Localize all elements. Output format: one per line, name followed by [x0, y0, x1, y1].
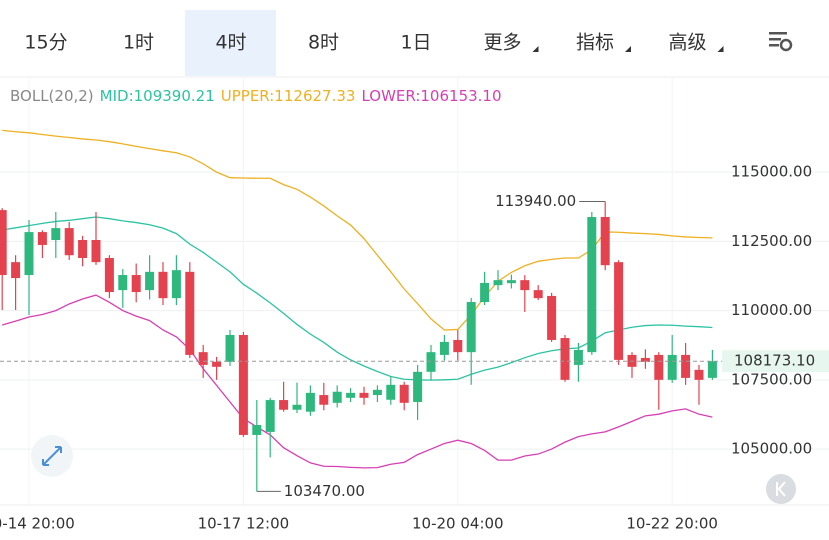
candle-body [37, 232, 47, 245]
icon-bar [769, 32, 787, 35]
candle-body [386, 384, 396, 400]
candle-body [292, 404, 302, 410]
tab[interactable]: 高级 [668, 32, 706, 54]
candle-body [399, 384, 409, 403]
tab[interactable]: 15分 [24, 32, 67, 54]
x-tick-label: 10-22 20:00 [626, 515, 718, 533]
tab-bar [0, 0, 829, 76]
candle-body [171, 270, 181, 299]
x-tick-label: 10-17 12:00 [198, 515, 290, 533]
candle-body [640, 357, 650, 362]
candle-body [104, 257, 114, 293]
candle-body [185, 271, 195, 355]
y-tick-label: 107500.00 [731, 370, 812, 388]
tab-selected-bg [185, 10, 276, 76]
tab[interactable]: 1时 [123, 32, 154, 54]
candle-body [466, 302, 476, 353]
candle-body [547, 295, 557, 340]
candle-body [707, 361, 717, 378]
button-bg [766, 474, 796, 504]
dropdown-caret [625, 46, 631, 52]
tab[interactable]: 8时 [308, 32, 339, 54]
candle-body [131, 275, 141, 293]
candle-body [11, 262, 21, 279]
tab[interactable]: 更多 [483, 32, 521, 54]
candle-body [279, 400, 289, 410]
candle-body [533, 290, 543, 299]
k-icon [776, 481, 786, 497]
candle-body [614, 262, 624, 360]
candle-body [198, 352, 208, 365]
annotation-label: 103470.00 [284, 482, 365, 500]
boll-line [2, 294, 713, 469]
icon-bar [769, 44, 779, 47]
candle-body [560, 338, 570, 380]
candle-body [158, 271, 168, 299]
y-tick-label: 110000.00 [731, 301, 812, 319]
candle-body [78, 239, 88, 258]
icon-gear [779, 38, 793, 52]
tool-icon[interactable] [769, 32, 793, 52]
candle-body [372, 389, 382, 396]
candle-body [573, 349, 583, 365]
candle-body [0, 210, 7, 276]
candle-body [439, 341, 449, 355]
candle-body [24, 232, 34, 276]
candle-body [413, 371, 423, 402]
tab[interactable]: 4时 [215, 32, 246, 54]
annotation-label: 113940.00 [495, 192, 576, 210]
dropdown-caret [532, 46, 539, 52]
candle-body [694, 369, 704, 380]
candle-body [225, 334, 235, 362]
candle-body [51, 228, 61, 240]
last-price-label: 108173.10 [734, 352, 815, 370]
legend-item: MID:109390.21 [100, 87, 215, 105]
expand-button[interactable] [31, 435, 73, 477]
candle-body [359, 392, 369, 398]
candle-body [145, 271, 155, 291]
candle-body [265, 400, 275, 432]
y-tick-label: 112500.00 [731, 232, 812, 250]
candle-body [319, 395, 329, 405]
candle-body [506, 280, 516, 284]
reset-button[interactable] [766, 474, 796, 504]
candle-body [252, 424, 262, 435]
candle-body [426, 352, 436, 372]
indicator-legend: BOLL(20,2) MID:109390.21 UPPER:112627.33 LO… [10, 87, 502, 105]
candle-body [654, 354, 664, 380]
candle-body [238, 334, 248, 435]
candle-body [305, 392, 315, 412]
tab[interactable]: 指标 [576, 32, 614, 54]
x-tick-label: 10-14 20:00 [0, 515, 75, 533]
legend-item: LOWER:106153.10 [361, 87, 501, 105]
candle-body [493, 280, 503, 286]
candle-body [600, 217, 610, 266]
candle-body [64, 228, 74, 256]
candle-body [91, 239, 101, 263]
candle-body [681, 354, 691, 378]
dropdown-caret [717, 46, 724, 52]
tab[interactable]: 1日 [400, 32, 431, 54]
candle-body [212, 361, 222, 367]
candle-body [667, 354, 677, 380]
y-tick-label: 115000.00 [731, 163, 812, 181]
legend-item: BOLL(20,2) [10, 87, 94, 105]
legend-item: UPPER:112627.33 [221, 87, 356, 105]
candle-body [118, 275, 128, 291]
last-price-bg [722, 350, 829, 373]
candle-body [480, 282, 490, 303]
candle-body [520, 280, 530, 291]
candle-body [332, 391, 342, 403]
icon-bar [769, 38, 781, 41]
expand-icon [42, 446, 62, 466]
y-tick-label: 105000.00 [731, 440, 812, 458]
x-tick-label: 10-20 04:00 [412, 515, 504, 533]
candle-body [587, 217, 597, 353]
candle-body [453, 339, 463, 353]
candle-body [346, 392, 356, 398]
